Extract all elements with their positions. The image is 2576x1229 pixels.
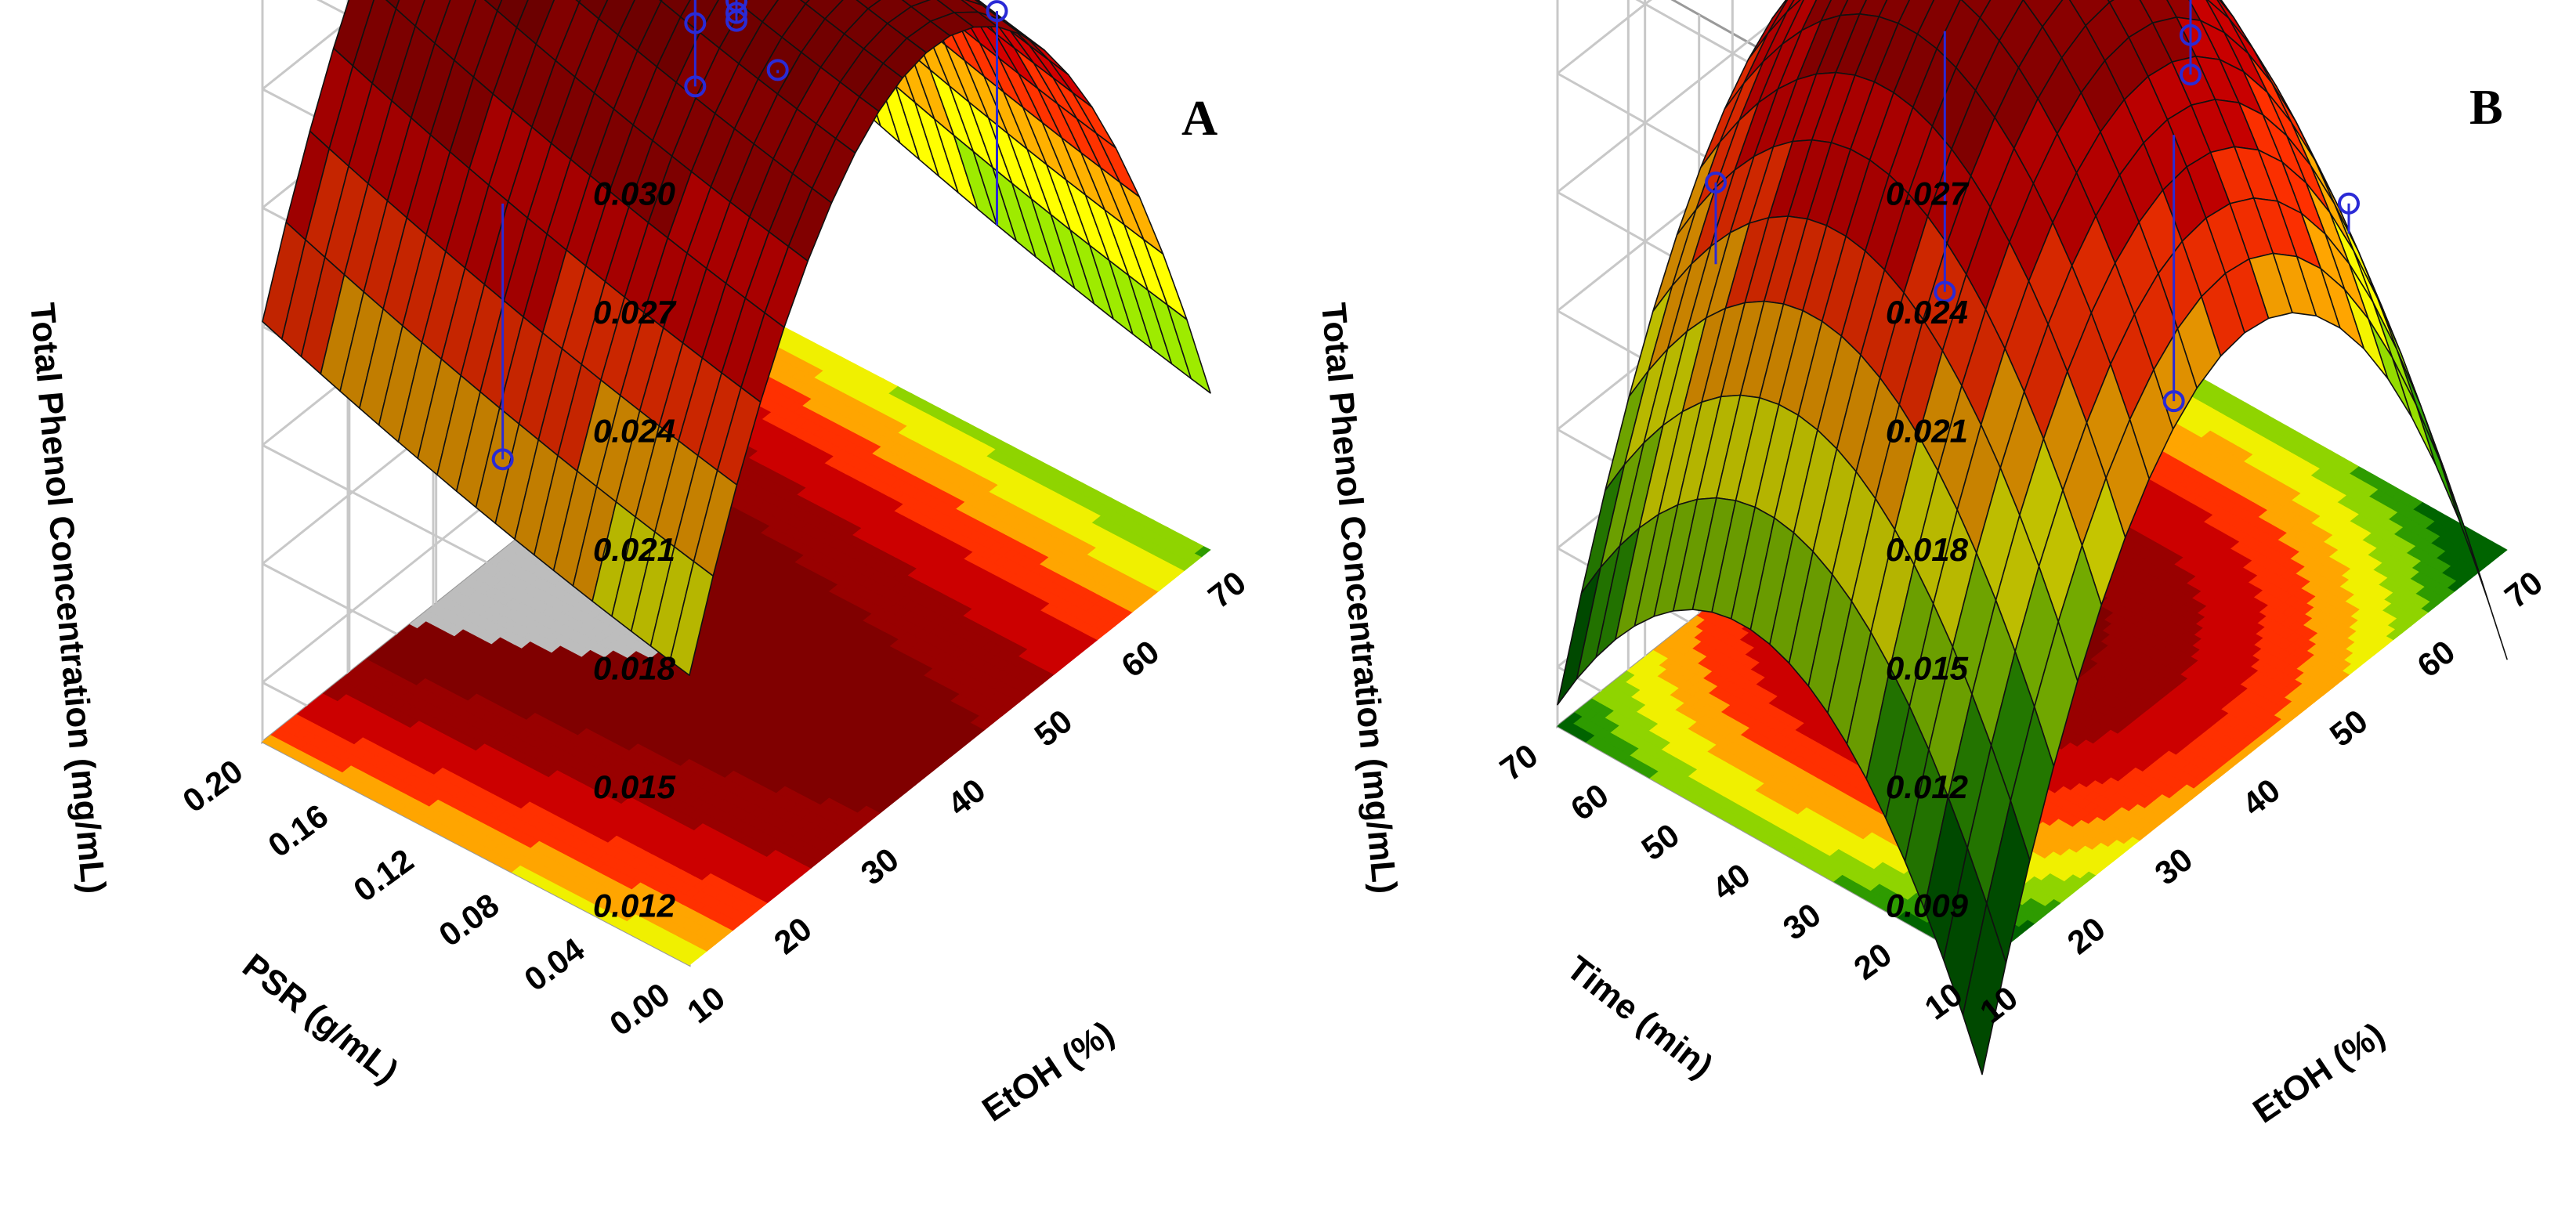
panel-b-surface-plot: 0.0090.0120.0150.0180.0210.0240.02710203…	[1314, 0, 2549, 1131]
panel-a-letter: A	[1181, 90, 1217, 146]
panel-a-surface-plot: 0.012 0.015 0.018 0.021 0.024 0.027 0.030 10 20 3…	[23, 0, 1253, 1130]
y-tick-label: 0.00	[603, 975, 677, 1043]
x-tick-label: 50	[1027, 702, 1079, 754]
x-tick-label: 60	[1114, 633, 1166, 685]
z-tick-label: 0.030	[593, 175, 675, 211]
x-tick-label: 40	[941, 772, 993, 823]
panel-a-z-axis-label: Total Phenol Concentration (mg/mL)	[23, 302, 113, 895]
z-tick-label: 0.027	[593, 294, 677, 331]
z-tick-label: 0.024	[593, 412, 675, 449]
panel-a-x-axis-label: EtOH (%)	[975, 1014, 1120, 1129]
z-tick-label: 0.012	[593, 887, 675, 924]
z-tick-label: 0.018	[593, 649, 676, 686]
panel-a-y-axis-label: PSR (g/mL)	[235, 946, 405, 1091]
x-tick-label: 70	[1201, 564, 1253, 616]
y-tick-label: 0.04	[518, 931, 592, 998]
z-tick-label: 0.021	[593, 531, 675, 568]
y-tick-label: 0.08	[432, 886, 506, 953]
y-tick-label: 0.20	[176, 752, 250, 819]
x-tick-label: 10	[680, 979, 732, 1031]
y-tick-label: 0.12	[347, 841, 421, 909]
x-tick-label: 20	[767, 909, 819, 961]
y-tick-label: 0.16	[262, 797, 335, 864]
z-tick-label: 0.015	[593, 768, 676, 805]
x-tick-label: 30	[854, 840, 906, 892]
